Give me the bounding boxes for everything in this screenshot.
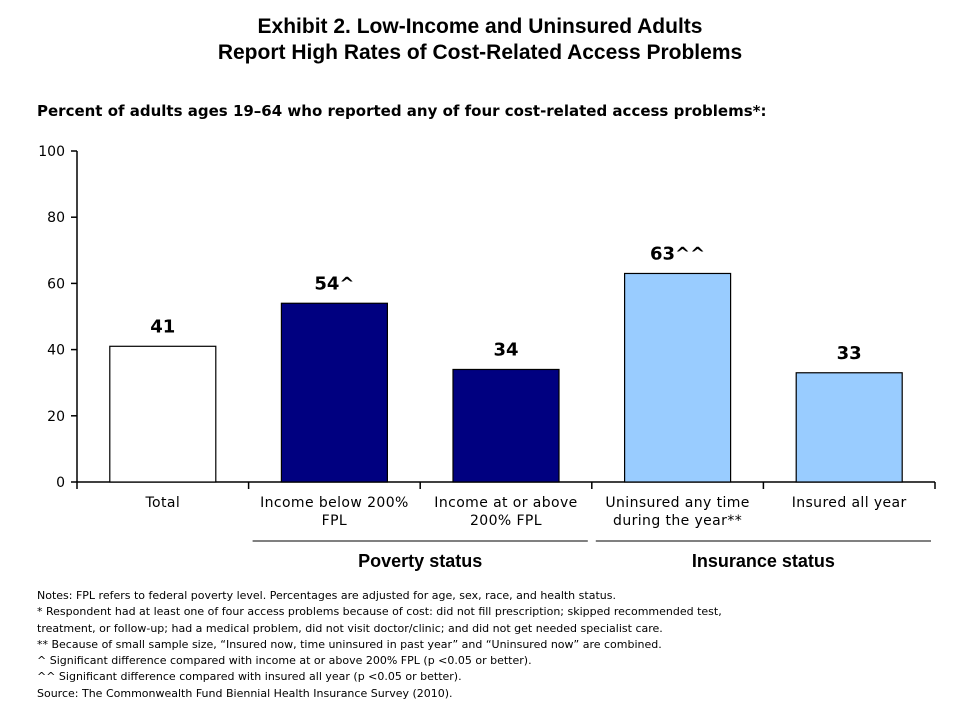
y-tick-label: 40 xyxy=(47,343,65,359)
note-line: ^ Significant difference compared with i… xyxy=(37,654,532,668)
data-label: 63^^ xyxy=(650,243,705,264)
chart-title-line-1: Exhibit 2. Low-Income and Uninsured Adul… xyxy=(257,15,703,38)
group-label: Poverty status xyxy=(358,551,482,571)
category-label: Total xyxy=(144,495,180,511)
group-label: Insurance status xyxy=(692,551,835,571)
data-label: 54^ xyxy=(314,273,354,294)
notes-block: Notes: FPL refers to federal poverty lev… xyxy=(37,588,937,702)
chart-title: Exhibit 2. Low-Income and Uninsured Adul… xyxy=(0,14,960,66)
bar-chart: 0 20 40 60 80 100 41 Total 54^ Income below 200% F… xyxy=(38,144,936,571)
note-line: ^^ Significant difference compared with … xyxy=(37,670,462,684)
note-line: Source: The Commonwealth Fund Biennial H… xyxy=(37,686,453,700)
y-tick-label: 100 xyxy=(38,144,65,160)
y-tick-label: 80 xyxy=(47,210,65,226)
category-label: during the year** xyxy=(613,513,742,529)
data-label: 41 xyxy=(150,316,175,337)
y-tick-label: 0 xyxy=(56,475,65,491)
data-label: 33 xyxy=(837,343,862,364)
note-line: Notes: FPL refers to federal poverty lev… xyxy=(37,589,616,602)
y-tick-label: 20 xyxy=(47,409,65,425)
category-label: Uninsured any time xyxy=(605,495,749,511)
chart-subtitle: Percent of adults ages 19–64 who reporte… xyxy=(37,102,767,120)
y-tick-label: 60 xyxy=(47,276,65,292)
category-label: Insured all year xyxy=(792,495,907,511)
note-line: ** Because of small sample size, “Insure… xyxy=(37,637,662,651)
category-label: FPL xyxy=(322,513,348,529)
category-label: 200% FPL xyxy=(470,513,542,529)
bar xyxy=(109,345,217,483)
category-label: Income at or above xyxy=(434,495,577,511)
bar xyxy=(623,272,732,483)
note-line: * Respondent had at least one of four ac… xyxy=(37,605,722,619)
note-line: treatment, or follow-up; had a medical p… xyxy=(37,621,663,635)
bar xyxy=(280,302,388,483)
bar xyxy=(452,368,560,483)
category-label: Income below 200% xyxy=(260,495,409,511)
bar xyxy=(795,372,903,483)
data-label: 34 xyxy=(493,339,518,360)
chart-title-line-2: Report High Rates of Cost-Related Access… xyxy=(217,41,743,64)
